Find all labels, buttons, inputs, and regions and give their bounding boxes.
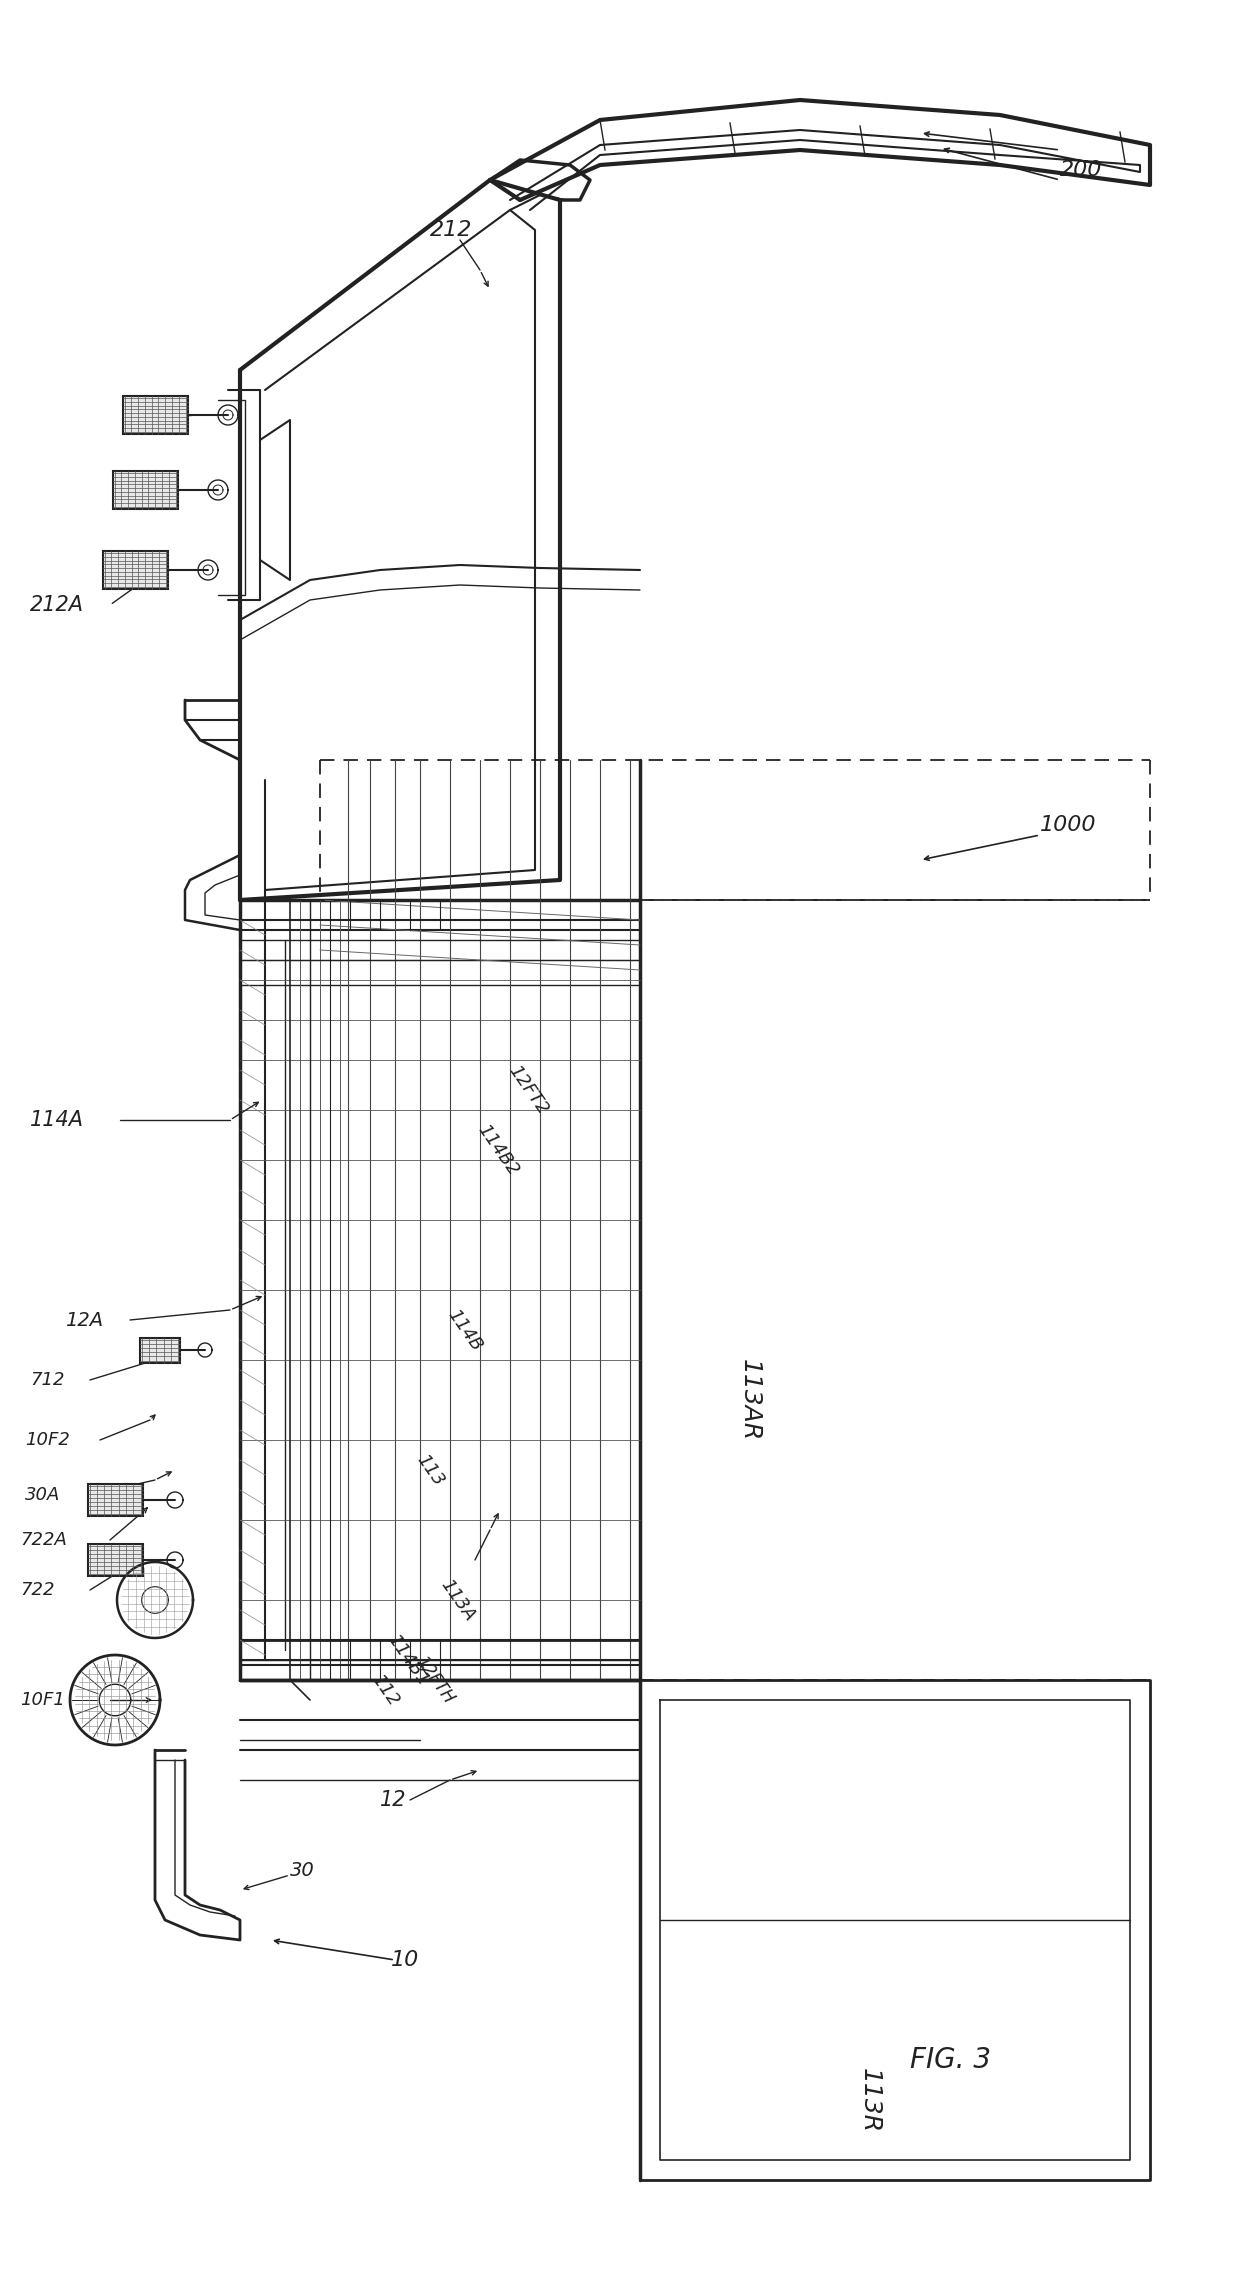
Text: 30A: 30A — [25, 1486, 61, 1504]
Text: 113AR: 113AR — [738, 1358, 763, 1441]
Text: 722: 722 — [20, 1582, 55, 1598]
Text: 10F2: 10F2 — [25, 1431, 69, 1450]
Text: 12: 12 — [379, 1790, 407, 1810]
Polygon shape — [140, 1338, 180, 1363]
Text: 712: 712 — [30, 1372, 64, 1388]
Text: 212A: 212A — [30, 596, 84, 614]
Text: 10: 10 — [391, 1950, 419, 1970]
Polygon shape — [103, 550, 167, 589]
Text: 12A: 12A — [64, 1310, 103, 1329]
Text: 113A: 113A — [438, 1575, 479, 1625]
Text: FIG. 3: FIG. 3 — [909, 2046, 991, 2073]
Text: 10F1: 10F1 — [20, 1692, 64, 1710]
Polygon shape — [88, 1484, 143, 1516]
Text: 113R: 113R — [858, 2068, 882, 2132]
Text: 200: 200 — [1060, 160, 1102, 180]
Text: 12FT2: 12FT2 — [505, 1062, 552, 1119]
Text: 722A: 722A — [20, 1532, 67, 1548]
Text: 1000: 1000 — [1040, 815, 1096, 836]
Text: 114B: 114B — [444, 1306, 486, 1354]
Text: 114B1: 114B1 — [384, 1630, 432, 1689]
Polygon shape — [88, 1543, 143, 1575]
Text: 212: 212 — [430, 219, 472, 240]
Text: 112: 112 — [368, 1671, 402, 1710]
Polygon shape — [113, 470, 177, 509]
Text: 114A: 114A — [30, 1110, 84, 1130]
Text: 30: 30 — [290, 1861, 315, 1879]
Text: 113: 113 — [413, 1450, 448, 1489]
Text: 114B2: 114B2 — [474, 1121, 522, 1178]
Polygon shape — [123, 395, 187, 434]
Text: 12FTH: 12FTH — [412, 1653, 458, 1708]
